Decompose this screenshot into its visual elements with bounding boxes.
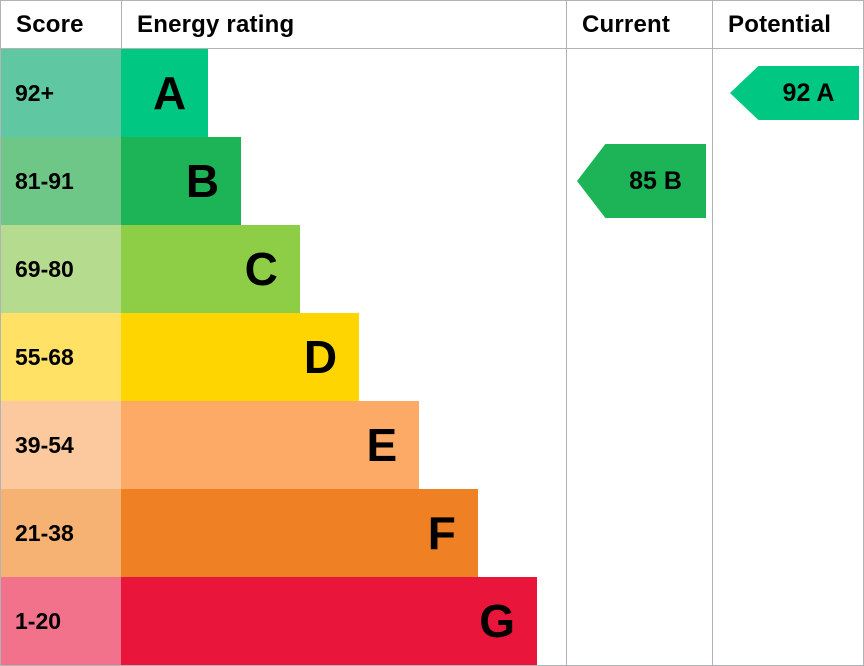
header-energy-rating: Energy rating [121, 1, 566, 48]
band-row-f: 21-38 F [1, 489, 863, 577]
score-range-c: 69-80 [1, 225, 121, 313]
band-letter-c: C [244, 243, 278, 295]
band-bar-e: E [121, 401, 420, 489]
score-range-g: 1-20 [1, 577, 121, 665]
band-row-g: 1-20 G [1, 577, 863, 665]
score-range-b: 81-91 [1, 137, 121, 225]
band-row-b: 81-91 B 85 B [1, 137, 863, 225]
band-bar-f: F [121, 489, 478, 577]
band-letter-e: E [366, 419, 398, 471]
rating-rows: 92+ A 92 A 81-91 B 85 B [1, 49, 863, 665]
score-range-e: 39-54 [1, 401, 121, 489]
score-range-a: 92+ [1, 49, 121, 137]
band-letter-b: B [185, 155, 220, 207]
current-rating-label: 85 B [629, 166, 682, 195]
band-letter-a: A [152, 67, 187, 119]
band-row-c: 69-80 C [1, 225, 863, 313]
band-letter-f: F [427, 507, 456, 559]
potential-rating-label: 92 A [782, 78, 835, 107]
current-rating-arrow: 85 B [577, 144, 706, 218]
header-score: Score [16, 10, 84, 38]
band-letter-d: D [303, 331, 338, 383]
band-row-a: 92+ A 92 A [1, 49, 863, 137]
table-header: Score Energy rating Current Potential [1, 1, 863, 49]
score-range-f: 21-38 [1, 489, 121, 577]
potential-rating-arrow: 92 A [730, 66, 859, 120]
band-bar-c: C [121, 225, 300, 313]
band-letter-g: G [479, 595, 516, 647]
score-range-d: 55-68 [1, 313, 121, 401]
band-row-d: 55-68 D [1, 313, 863, 401]
band-bar-b: B [121, 137, 242, 225]
band-row-e: 39-54 E [1, 401, 863, 489]
header-potential: Potential [712, 1, 863, 48]
band-bar-a: A [121, 49, 209, 137]
band-bar-g: G [121, 577, 538, 665]
band-bar-d: D [121, 313, 360, 401]
header-current: Current [566, 1, 712, 48]
